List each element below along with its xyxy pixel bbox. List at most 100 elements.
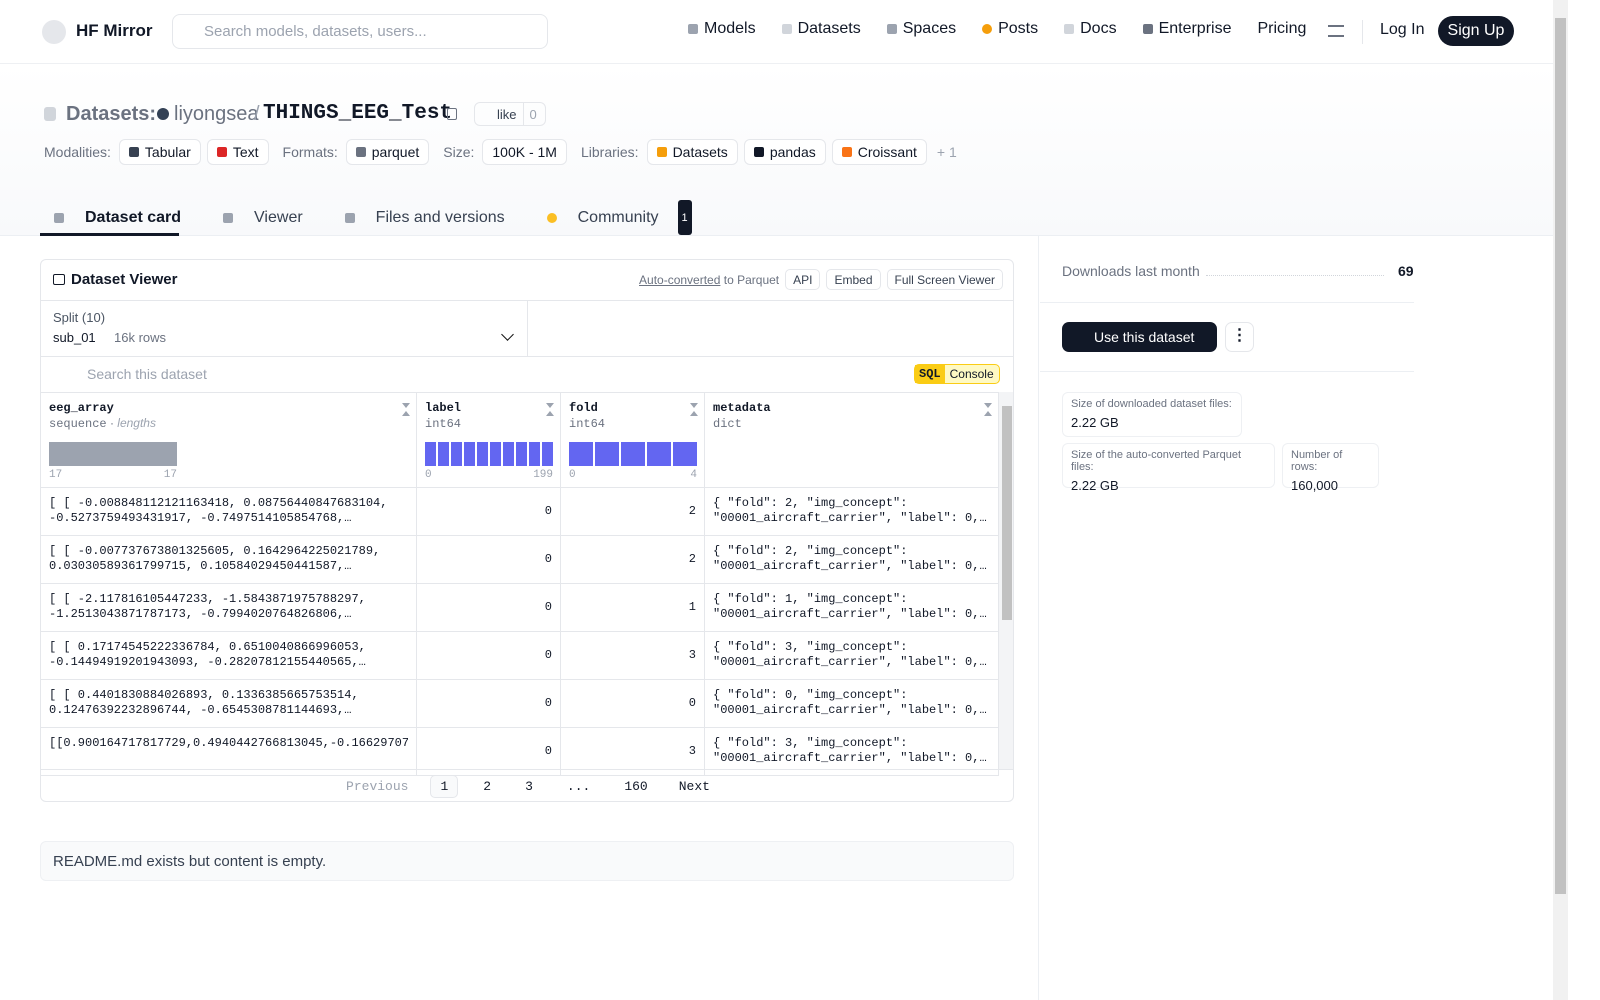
- nav-link[interactable]: Posts: [982, 20, 1038, 38]
- column-header[interactable]: fold int64 0 4: [561, 393, 705, 488]
- split-value[interactable]: sub_01: [53, 330, 96, 345]
- next-page[interactable]: Next: [678, 779, 710, 794]
- sort-icon[interactable]: [984, 403, 992, 416]
- histogram-bar[interactable]: [451, 442, 462, 466]
- nav-link-text[interactable]: Enterprise: [1158, 20, 1232, 37]
- tag-chip[interactable]: Text: [206, 139, 269, 165]
- histogram-bar[interactable]: [516, 442, 527, 466]
- nav-link[interactable]: Spaces: [886, 20, 957, 38]
- table-cell[interactable]: { "fold": 3, "img_concept": "00001_aircr…: [705, 632, 999, 680]
- copy-icon[interactable]: [447, 108, 457, 120]
- tab-text[interactable]: Viewer: [254, 208, 303, 226]
- tag-text[interactable]: 100K - 1M: [492, 144, 557, 160]
- table-cell[interactable]: [ [ 0.4401830884026893, 0.13363856657535…: [41, 680, 417, 728]
- sql-badge[interactable]: SQL: [915, 365, 945, 383]
- table-cell[interactable]: 0: [417, 728, 561, 776]
- table-cell[interactable]: [[0.900164717817729,0.4940442766813045,-…: [41, 728, 417, 776]
- table-cell[interactable]: 1: [561, 584, 705, 632]
- histogram-bar[interactable]: [542, 442, 553, 466]
- table-cell[interactable]: 0: [417, 488, 561, 536]
- table-cell[interactable]: { "fold": 2, "img_concept": "00001_aircr…: [705, 488, 999, 536]
- sort-icon[interactable]: [690, 403, 698, 416]
- table-cell[interactable]: 3: [561, 632, 705, 680]
- table-cell[interactable]: [ [ -2.117816105447233, -1.5843871975788…: [41, 584, 417, 632]
- table-cell[interactable]: { "fold": 1, "img_concept": "00001_aircr…: [705, 584, 999, 632]
- tag-text[interactable]: Croissant: [857, 144, 917, 160]
- table-cell[interactable]: [ [ -0.007737673801325605, 0.16429642250…: [41, 536, 417, 584]
- full-screen-button[interactable]: Full Screen Viewer: [886, 269, 1003, 290]
- tab[interactable]: Files and versions: [331, 200, 533, 235]
- more-button[interactable]: ⋮: [1225, 322, 1254, 352]
- page-link[interactable]: 160: [624, 779, 648, 794]
- logo[interactable]: [42, 20, 66, 44]
- page-link[interactable]: 3: [525, 779, 533, 794]
- nav-link-text[interactable]: Docs: [1080, 20, 1117, 37]
- page-scroll-thumb[interactable]: [1555, 18, 1566, 894]
- sort-icon[interactable]: [546, 403, 554, 416]
- tag-text[interactable]: Datasets: [672, 144, 728, 160]
- search-input[interactable]: Search models, datasets, users...: [172, 14, 548, 49]
- like-label[interactable]: like: [475, 103, 524, 125]
- use-dataset-button[interactable]: Use this dataset: [1062, 322, 1217, 352]
- nav-link[interactable]: Datasets: [781, 20, 861, 38]
- search-dataset-input[interactable]: Search this dataset: [87, 366, 207, 382]
- histogram-bar[interactable]: [569, 442, 593, 466]
- scrollbar[interactable]: [999, 392, 1013, 769]
- tab-text[interactable]: Community: [577, 208, 659, 226]
- nav-link-text[interactable]: Posts: [998, 20, 1039, 37]
- histogram-bar[interactable]: [647, 442, 671, 466]
- histogram-bar[interactable]: [49, 442, 177, 466]
- page-link[interactable]: ...: [566, 779, 591, 794]
- login-link[interactable]: Log In: [1380, 21, 1425, 38]
- histogram-bar[interactable]: [490, 442, 501, 466]
- tab-text[interactable]: Files and versions: [375, 208, 505, 226]
- tag-text[interactable]: pandas: [769, 144, 816, 160]
- tab[interactable]: Community 1: [533, 200, 706, 235]
- tab[interactable]: Viewer: [209, 200, 331, 235]
- nav-link[interactable]: Pricing: [1257, 20, 1306, 38]
- table-cell[interactable]: 0: [417, 632, 561, 680]
- column-header[interactable]: label int64 0 199: [417, 393, 561, 488]
- auto-converted-link[interactable]: Auto-converted: [639, 272, 721, 287]
- histogram-bar[interactable]: [595, 442, 619, 466]
- table-cell[interactable]: 2: [561, 488, 705, 536]
- histogram-bar[interactable]: [477, 442, 488, 466]
- table-cell[interactable]: 3: [561, 728, 705, 776]
- page-link[interactable]: 2: [483, 779, 492, 794]
- column-header[interactable]: eeg_array sequence · lengths 17 17: [41, 393, 417, 488]
- nav-link-text[interactable]: Pricing: [1257, 20, 1307, 37]
- histogram-bar[interactable]: [621, 442, 645, 466]
- table-cell[interactable]: { "fold": 3, "img_concept": "00001_aircr…: [705, 728, 999, 776]
- histogram-bar[interactable]: [438, 442, 449, 466]
- scroll-thumb[interactable]: [1002, 406, 1012, 620]
- more-tags[interactable]: + 1: [936, 144, 957, 160]
- table-cell[interactable]: { "fold": 2, "img_concept": "00001_aircr…: [705, 536, 999, 584]
- nav-link-text[interactable]: Datasets: [797, 20, 861, 37]
- column-header[interactable]: metadata dict: [705, 393, 999, 488]
- tag-chip[interactable]: parquet: [345, 139, 430, 165]
- brand[interactable]: HF Mirror: [76, 21, 153, 40]
- api-button[interactable]: API: [785, 269, 821, 290]
- console-label[interactable]: Console: [949, 367, 994, 381]
- nav-link-text[interactable]: Spaces: [902, 20, 957, 37]
- embed-button[interactable]: Embed: [826, 269, 881, 290]
- table-cell[interactable]: 0: [417, 584, 561, 632]
- nav-link[interactable]: Models: [688, 20, 756, 38]
- table-cell[interactable]: 0: [417, 680, 561, 728]
- tab-text[interactable]: Dataset card: [85, 208, 182, 226]
- tag-text[interactable]: Text: [232, 144, 259, 160]
- histogram-bar[interactable]: [464, 442, 475, 466]
- tab[interactable]: Dataset card: [40, 200, 209, 235]
- nav-link[interactable]: Enterprise: [1142, 20, 1232, 38]
- menu-icon[interactable]: [1328, 25, 1344, 37]
- histogram-bar[interactable]: [425, 442, 436, 466]
- table-cell[interactable]: 0: [561, 680, 705, 728]
- split-dropdown[interactable]: [501, 328, 514, 341]
- repo-name[interactable]: THINGS_EEG_Test: [263, 102, 453, 125]
- sort-icon[interactable]: [402, 403, 410, 416]
- tag-text[interactable]: Tabular: [144, 144, 191, 160]
- table-cell[interactable]: 0: [417, 536, 561, 584]
- tag-chip[interactable]: 100K - 1M: [482, 139, 567, 165]
- tag-chip[interactable]: Datasets: [646, 139, 738, 165]
- table-cell[interactable]: [ [ -0.008848112121163418, 0.08756440847…: [41, 488, 417, 536]
